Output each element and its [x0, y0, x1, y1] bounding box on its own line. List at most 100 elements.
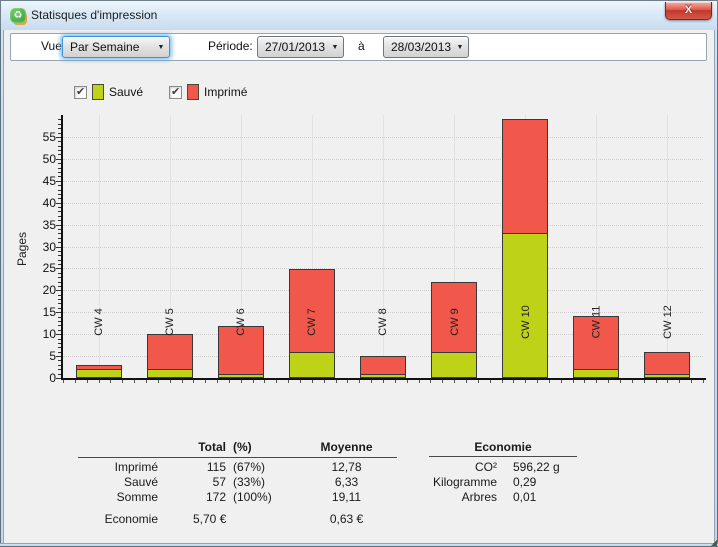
- window-border-bottom: [0, 543, 718, 547]
- y-major-tick: [56, 181, 61, 182]
- bar-segment-sauve: [289, 352, 335, 378]
- y-minor-tick: [58, 176, 61, 177]
- x-minor-tick: [430, 380, 431, 383]
- period-to-value: 28/03/2013: [391, 40, 452, 54]
- summary-table-header: Total (%) Moyenne: [78, 440, 397, 458]
- stacked-bar: [147, 334, 193, 378]
- row-pct: (100%): [233, 490, 272, 504]
- x-minor-tick: [573, 380, 574, 383]
- resize-grip[interactable]: [711, 540, 717, 546]
- x-tick-label-text: CW 5: [163, 308, 176, 336]
- horizontal-gridline: [63, 268, 703, 269]
- bar-segment-sauve: [502, 233, 548, 378]
- y-major-tick: [56, 247, 61, 248]
- y-tick-label: 35: [42, 217, 56, 232]
- y-major-tick: [56, 203, 61, 204]
- x-minor-tick: [253, 380, 254, 383]
- y-tick-label: 15: [42, 305, 56, 320]
- x-minor-tick: [110, 380, 111, 383]
- y-minor-tick: [58, 273, 61, 274]
- y-minor-tick: [58, 220, 61, 221]
- x-minor-tick: [644, 380, 645, 383]
- x-minor-tick: [608, 380, 609, 383]
- horizontal-gridline: [63, 247, 703, 248]
- horizontal-gridline: [63, 203, 703, 204]
- y-minor-tick: [58, 185, 61, 186]
- close-button[interactable]: X: [665, 2, 712, 20]
- chevron-down-icon: ▼: [456, 43, 464, 51]
- x-tick-label-text: CW 9: [448, 308, 461, 336]
- y-minor-tick: [58, 172, 61, 173]
- y-minor-tick: [58, 211, 61, 212]
- x-tick-label: CW 11: [561, 298, 632, 346]
- x-minor-tick: [525, 380, 526, 383]
- row-total: 57: [212, 475, 226, 489]
- y-minor-tick: [58, 308, 61, 309]
- x-tick-label-text: CW 11: [590, 305, 603, 339]
- bar-segment-imprime: [76, 365, 122, 369]
- y-minor-tick: [58, 233, 61, 234]
- x-tick-label: CW 4: [63, 298, 134, 346]
- summary-table-row: Imprimé 115 (67%) 12,78: [78, 460, 397, 475]
- horizontal-gridline: [63, 290, 703, 291]
- bar-segment-sauve: [644, 374, 690, 378]
- row-label: Imprimé: [114, 460, 158, 474]
- horizontal-gridline: [63, 159, 703, 160]
- y-minor-tick: [58, 242, 61, 243]
- x-minor-tick: [454, 380, 455, 383]
- x-minor-tick: [656, 380, 657, 383]
- stacked-bar: [573, 316, 619, 378]
- vertical-gridline: [383, 115, 384, 378]
- y-minor-tick: [58, 282, 61, 283]
- view-select-value: Par Semaine: [70, 40, 140, 54]
- period-to-select[interactable]: 28/03/2013 ▼: [383, 36, 469, 58]
- x-minor-tick: [264, 380, 265, 383]
- period-from-select[interactable]: 27/01/2013 ▼: [257, 36, 344, 58]
- bar-segment-sauve: [573, 369, 619, 378]
- legend-checkbox[interactable]: [169, 85, 183, 99]
- y-minor-tick: [58, 303, 61, 304]
- col-total: Total: [198, 440, 226, 454]
- economy-table: Economie CO² 596,22 g Kilogramme 0,29 Arbres…: [429, 440, 577, 505]
- chevron-down-icon: ▼: [331, 43, 339, 51]
- x-minor-tick: [312, 380, 313, 383]
- vertical-gridline: [99, 115, 100, 378]
- economy-row-label: Economie: [104, 512, 158, 526]
- x-minor-tick: [502, 380, 503, 383]
- x-minor-tick: [679, 380, 680, 383]
- x-tick-label: CW 6: [205, 298, 276, 346]
- y-minor-tick: [58, 264, 61, 265]
- economy-table-row: Arbres 0,01: [429, 490, 577, 505]
- y-minor-tick: [58, 216, 61, 217]
- x-tick-label: CW 5: [134, 298, 205, 346]
- view-select[interactable]: Par Semaine ▼: [62, 36, 170, 58]
- x-minor-tick: [63, 380, 64, 383]
- y-major-tick: [56, 225, 61, 226]
- bar-segment-sauve: [431, 352, 477, 378]
- row-total: 172: [205, 490, 226, 504]
- y-minor-tick: [58, 339, 61, 340]
- x-minor-tick: [691, 380, 692, 383]
- y-major-tick: [56, 334, 61, 335]
- row-value: 0,01: [513, 490, 537, 504]
- y-minor-tick: [58, 352, 61, 353]
- y-tick-label: 40: [42, 195, 56, 210]
- vertical-gridline: [596, 115, 597, 378]
- bar-segment-imprime: [289, 269, 335, 352]
- x-minor-tick: [193, 380, 194, 383]
- bar-segment-imprime: [573, 316, 619, 369]
- summary-table-row: Somme 172 (100%) 19,11: [78, 490, 397, 505]
- legend-swatch: [187, 84, 200, 100]
- legend-checkbox[interactable]: [74, 85, 87, 99]
- vertical-gridline: [667, 115, 668, 378]
- col-moyenne: Moyenne: [320, 440, 373, 454]
- row-avg: 19,11: [331, 490, 362, 504]
- y-minor-tick: [58, 194, 61, 195]
- x-minor-tick: [75, 380, 76, 383]
- row-label: CO²: [475, 460, 497, 474]
- close-icon: X: [684, 4, 693, 16]
- titlebar[interactable]: ♻ Statisques d'impression X: [0, 0, 718, 30]
- app-icon: ♻: [10, 8, 26, 23]
- x-minor-tick: [146, 380, 147, 383]
